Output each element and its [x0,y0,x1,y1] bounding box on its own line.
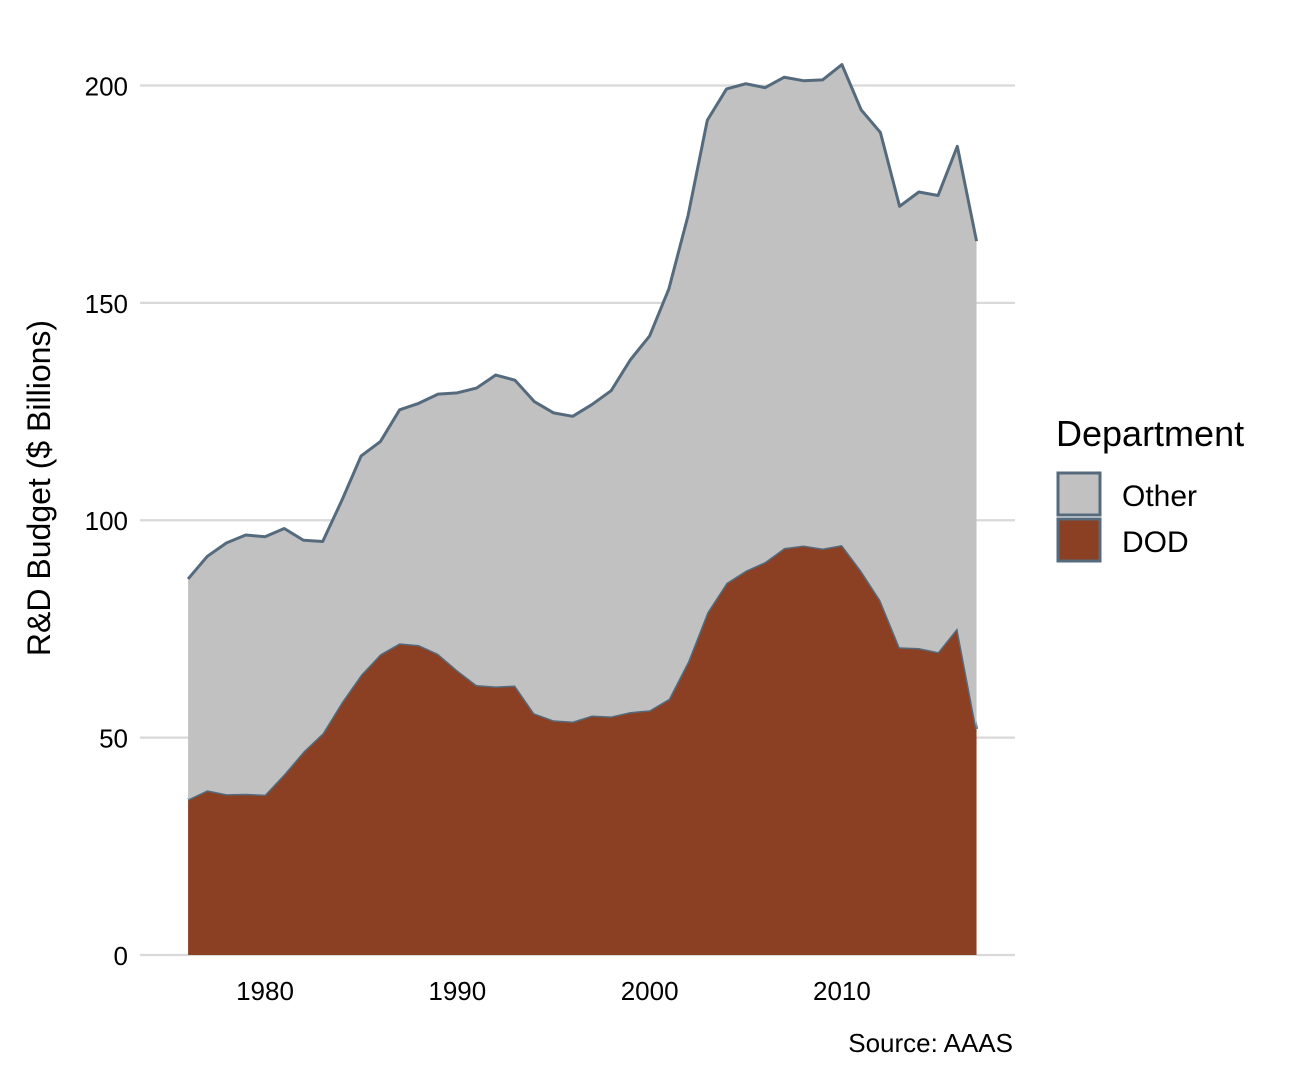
y-tick-label: 200 [85,71,128,101]
area-dod [188,545,977,955]
area-other [188,64,977,800]
legend-key-dod [1056,517,1102,563]
legend-label-other: Other [1122,480,1197,513]
x-axis-ticks: 1980 1990 2000 2010 [236,976,871,1006]
y-tick-label: 0 [114,941,128,971]
y-tick-label: 150 [85,289,128,319]
y-tick-label: 50 [99,724,128,754]
x-tick-label: 1980 [236,976,294,1006]
legend-title: Department [1056,413,1244,454]
caption: Source: AAAS [848,1028,1013,1058]
x-tick-label: 2010 [813,976,871,1006]
y-axis-title: R&D Budget ($ Billions) [21,320,57,656]
x-tick-label: 1990 [428,976,486,1006]
stacked-areas [186,63,979,955]
y-tick-label: 100 [85,506,128,536]
x-tick-label: 2000 [621,976,679,1006]
legend-label-dod: DOD [1122,526,1189,559]
y-axis-ticks: 0 50 100 150 200 [85,71,128,971]
legend-key-other [1056,471,1102,517]
area-outline-other [186,63,979,580]
legend: Other DOD [1056,471,1197,563]
